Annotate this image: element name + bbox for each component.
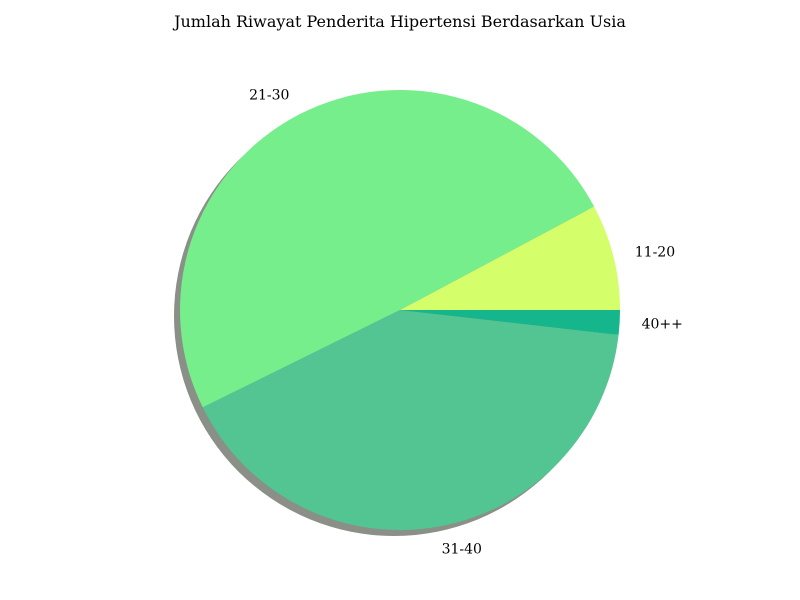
pie-label-11-20: 11-20	[635, 244, 675, 260]
pie-labels: 11-20 21-30 31-40 40++	[249, 88, 683, 558]
pie-label-31-40: 31-40	[442, 541, 482, 557]
pie-slice-21-30	[180, 90, 595, 408]
pie-label-21-30: 21-30	[249, 88, 289, 104]
pie-slices	[180, 90, 620, 530]
pie-slice-40++	[400, 310, 620, 335]
pie-slice-31-40	[202, 310, 619, 530]
chart-title: Jumlah Riwayat Penderita Hipertensi Berd…	[172, 12, 626, 31]
pie-label-40++: 40++	[642, 317, 683, 333]
pie-slice-11-20	[400, 206, 620, 310]
